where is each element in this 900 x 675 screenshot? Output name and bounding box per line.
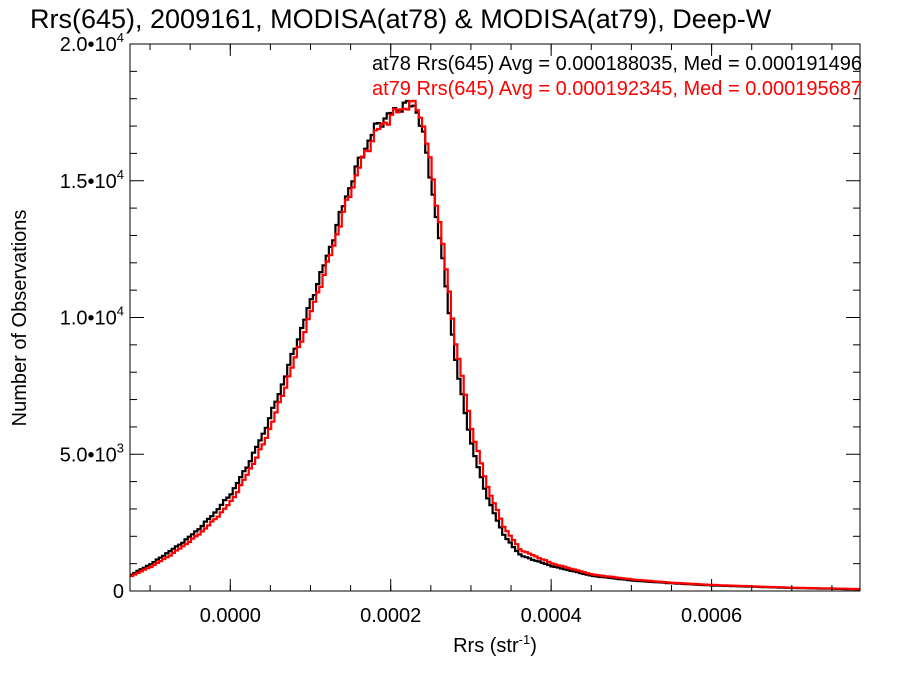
x-axis-label-sup: -1 — [519, 632, 531, 647]
x-tick-label: 0.0004 — [521, 605, 582, 627]
x-axis-label: Rrs (str-1) — [453, 632, 537, 657]
y-tick-label: 5.0•103 — [60, 440, 124, 466]
y-axis-label: Number of Observations — [9, 210, 31, 427]
annotation-at79: at79 Rrs(645) Avg = 0.000192345, Med = 0… — [372, 78, 862, 100]
y-tick-label: 1.0•104 — [60, 304, 124, 330]
x-tick-label: 0.0006 — [681, 605, 742, 627]
series-layer — [130, 99, 860, 591]
x-tick-label: 0.0002 — [360, 605, 421, 627]
series-line-0 — [130, 99, 860, 591]
x-tick-label: 0.0000 — [200, 605, 261, 627]
x-axis-label-end: ) — [530, 635, 537, 657]
chart-title: Rrs(645), 2009161, MODISA(at78) & MODISA… — [30, 4, 772, 34]
y-tick-label: 1.5•104 — [60, 167, 124, 193]
x-axis-label-main: Rrs (str — [453, 635, 519, 657]
y-tick-label: 2.0•104 — [60, 30, 124, 56]
tick-layer: 0.0000 0.0002 0.0004 0.0006 0 5.0•103 1.0•104 1… — [60, 30, 860, 627]
annotation-at78: at78 Rrs(645) Avg = 0.000188035, Med = 0… — [372, 53, 862, 75]
series-line-1 — [130, 99, 860, 591]
y-tick-label: 0 — [113, 581, 124, 603]
